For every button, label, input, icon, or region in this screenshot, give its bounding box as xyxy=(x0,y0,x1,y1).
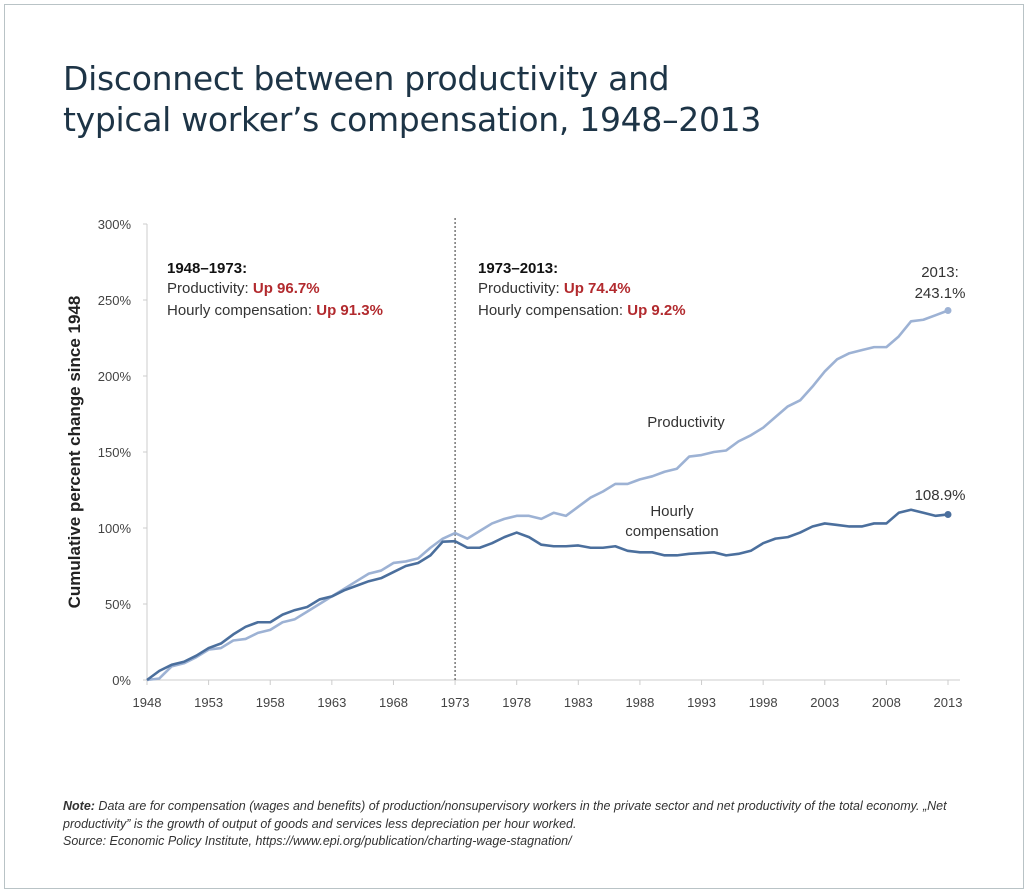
end-label-productivity: 243.1% xyxy=(915,285,966,302)
figure-frame xyxy=(4,4,1024,889)
x-tick-label: 1988 xyxy=(625,695,654,710)
end-point-compensation xyxy=(944,510,952,518)
x-tick-label: 1968 xyxy=(379,695,408,710)
x-tick-label: 1948 xyxy=(133,695,162,710)
series-label-compensation-1: Hourly xyxy=(650,503,694,520)
value: Up 74.4% xyxy=(564,280,631,297)
x-tick-label: 1953 xyxy=(194,695,223,710)
x-tick-label: 1993 xyxy=(687,695,716,710)
y-tick-label: 300% xyxy=(98,217,132,232)
end-label-compensation: 108.9% xyxy=(915,487,966,504)
annotation-right-productivity: Productivity: Up 74.4% xyxy=(478,280,631,297)
annotation-right-compensation: Hourly compensation: Up 9.2% xyxy=(478,302,686,319)
note-text: Data are for compensation (wages and ben… xyxy=(63,799,947,831)
value: Up 9.2% xyxy=(627,302,685,319)
source-text: Source: Economic Policy Institute, https… xyxy=(63,834,572,848)
footnote: Note: Data are for compensation (wages a… xyxy=(63,798,963,851)
y-tick-label: 50% xyxy=(105,597,131,612)
label: Productivity: xyxy=(167,280,253,297)
label: Productivity: xyxy=(478,280,564,297)
chart-title: Disconnect between productivity and typic… xyxy=(63,58,761,140)
x-tick-label: 1983 xyxy=(564,695,593,710)
annotation-left-productivity: Productivity: Up 96.7% xyxy=(167,280,320,297)
y-tick-label: 0% xyxy=(112,673,131,688)
annotation-left-heading: 1948–1973: xyxy=(167,260,247,277)
y-tick-label: 200% xyxy=(98,369,132,384)
title-line-1: Disconnect between productivity and xyxy=(63,59,670,98)
annotation-right-heading: 1973–2013: xyxy=(478,260,558,277)
x-tick-label: 2008 xyxy=(872,695,901,710)
x-tick-label: 1978 xyxy=(502,695,531,710)
y-tick-label: 150% xyxy=(98,445,132,460)
title-line-2: typical worker’s compensation, 1948–2013 xyxy=(63,100,762,139)
y-tick-label: 250% xyxy=(98,293,132,308)
x-tick-label: 1958 xyxy=(256,695,285,710)
y-tick-label: 100% xyxy=(98,521,132,536)
label: Hourly compensation: xyxy=(478,302,627,319)
x-tick-label: 1998 xyxy=(749,695,778,710)
x-tick-label: 2003 xyxy=(810,695,839,710)
series-line-productivity xyxy=(146,309,949,682)
end-label-year: 2013: xyxy=(921,264,959,281)
y-axis-label: Cumulative percent change since 1948 xyxy=(65,296,84,609)
value: Up 96.7% xyxy=(253,280,320,297)
note-label: Note: xyxy=(63,799,95,813)
x-tick-label: 2013 xyxy=(934,695,963,710)
annotation-left-compensation: Hourly compensation: Up 91.3% xyxy=(167,302,383,319)
x-tick-label: 1973 xyxy=(441,695,470,710)
x-tick-label: 1963 xyxy=(317,695,346,710)
value: Up 91.3% xyxy=(316,302,383,319)
end-point-productivity xyxy=(944,306,952,314)
series-line-compensation xyxy=(146,508,949,682)
label: Hourly compensation: xyxy=(167,302,316,319)
series-label-compensation-2: compensation xyxy=(625,523,718,540)
series-label-productivity: Productivity xyxy=(647,414,725,431)
